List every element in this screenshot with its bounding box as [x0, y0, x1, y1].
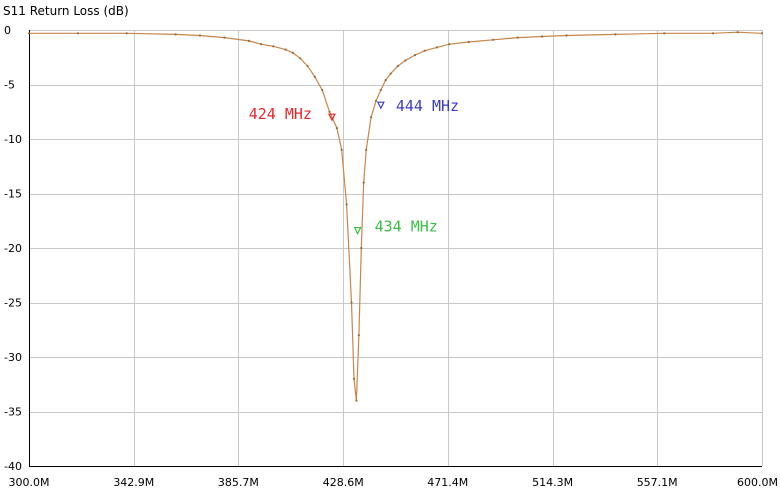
data-point — [365, 148, 368, 151]
data-point — [272, 45, 275, 48]
data-point — [467, 40, 470, 44]
data-point — [736, 31, 739, 34]
data-point — [492, 38, 495, 41]
data-point — [448, 43, 451, 46]
x-tick-label: 514.3M — [532, 476, 573, 489]
x-tick-label: 428.6M — [323, 476, 364, 489]
data-point — [313, 75, 316, 78]
data-point — [335, 127, 338, 130]
series-line — [29, 31, 763, 401]
data-point — [321, 88, 324, 92]
data-point — [370, 116, 373, 119]
y-axis-ticks: 0 -5 -10 -15 -20 -25 -30 -35 -40 — [4, 24, 22, 473]
x-tick-label: 600.0M — [737, 476, 778, 489]
x-tick-label: 342.9M — [113, 476, 154, 489]
grid — [29, 30, 763, 467]
markers-group: 424 MHz 444 MHz 434 MHz — [249, 97, 459, 235]
y-tick-label: -10 — [4, 133, 22, 146]
data-point — [355, 399, 358, 402]
data-point — [198, 34, 202, 37]
data-point — [360, 246, 363, 250]
x-tick-label: 300.0M — [9, 476, 50, 489]
data-point — [340, 148, 343, 151]
data-point — [260, 43, 263, 46]
data-point — [565, 34, 568, 37]
y-tick-label: -25 — [4, 297, 22, 310]
data-point — [357, 334, 360, 337]
data-point — [423, 49, 426, 52]
data-point — [174, 33, 177, 36]
marker-label: 444 MHz — [396, 97, 459, 115]
data-point — [389, 72, 392, 75]
data-point — [328, 110, 331, 113]
y-tick-label: -20 — [4, 242, 22, 255]
x-axis-ticks: 300.0M 342.9M 385.7M 428.6M 471.4M 514.3M 557.… — [9, 476, 778, 489]
data-point — [435, 46, 439, 49]
data-point — [125, 32, 128, 35]
data-point — [291, 51, 294, 55]
y-tick-label: -40 — [4, 460, 22, 473]
y-tick-label: -35 — [4, 406, 22, 419]
marker-triangle — [328, 113, 336, 122]
data-point — [541, 35, 544, 38]
data-point — [306, 64, 309, 68]
marker-triangle — [376, 101, 385, 110]
data-point — [284, 48, 287, 51]
y-tick-label: -30 — [4, 351, 22, 364]
data-point — [712, 32, 715, 35]
data-point — [760, 32, 764, 35]
data-point — [362, 181, 365, 184]
y-tick-label: -5 — [4, 79, 15, 92]
data-point — [614, 33, 617, 36]
data-point — [379, 88, 382, 92]
data-point — [76, 32, 79, 35]
data-point — [299, 57, 302, 60]
data-point — [223, 36, 226, 39]
x-tick-label: 385.7M — [218, 476, 259, 489]
data-point — [247, 39, 250, 43]
data-point — [27, 32, 31, 35]
data-point — [396, 64, 399, 68]
marker-label: 434 MHz — [375, 218, 438, 236]
data-point — [384, 79, 387, 82]
x-tick-label: 557.1M — [637, 476, 678, 489]
data-point — [345, 203, 348, 206]
marker-triangle — [353, 226, 362, 235]
data-point — [404, 59, 407, 62]
y-tick-label: -15 — [4, 188, 22, 201]
chart-title: S11 Return Loss (dB) — [3, 4, 129, 18]
data-point — [413, 54, 417, 57]
data-point — [350, 301, 353, 304]
data-point — [352, 377, 356, 380]
y-tick-label: 0 — [4, 24, 11, 37]
data-point — [374, 99, 378, 102]
series-group — [27, 31, 764, 402]
data-point — [516, 36, 519, 39]
marker-label: 424 MHz — [249, 105, 312, 123]
x-tick-label: 471.4M — [427, 476, 468, 489]
data-point — [663, 32, 666, 35]
